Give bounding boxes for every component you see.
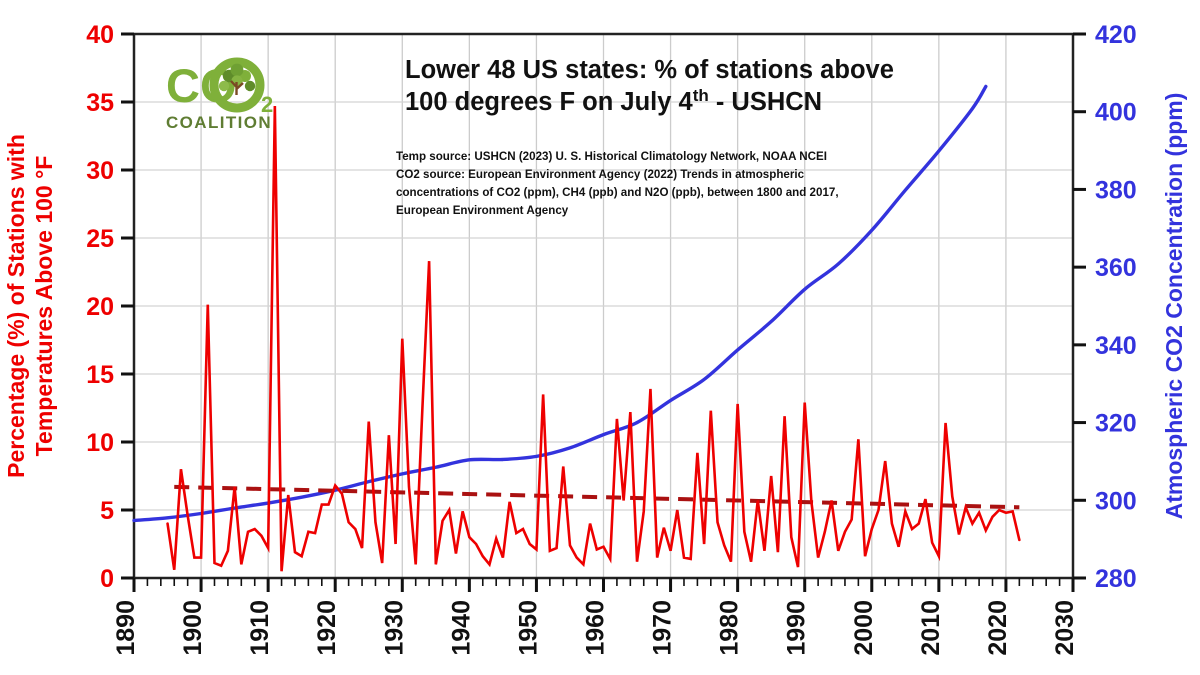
right-tick-label: 420 [1095,21,1137,49]
left-axis-title-line2: Temperatures Above 100 °F [31,156,57,457]
source-note-line2: CO2 source: European Environment Agency … [396,168,805,181]
x-tick-label: 1890 [112,600,140,656]
right-tick-label: 320 [1095,410,1137,438]
logo-subscript-2: 2 [261,92,273,117]
right-tick-label: 360 [1095,254,1137,282]
co2-concentration-line [132,84,988,523]
x-tick-label: 1920 [313,600,341,656]
x-tick-label: 1960 [582,600,610,656]
right-axis-ticks [1073,32,1086,580]
x-tick-label: 2000 [850,600,878,656]
percent-stations-line [166,106,1021,572]
x-tick-label: 2030 [1051,600,1079,656]
left-tick-label: 25 [86,225,114,253]
left-tick-label: 20 [86,293,114,321]
left-tick-label: 5 [100,497,114,525]
right-tick-label: 400 [1095,99,1137,127]
title-line2-post: - USHCN [709,88,822,116]
left-tick-label: 40 [86,21,114,49]
x-tick-label: 2010 [917,600,945,656]
right-tick-label: 280 [1095,565,1137,593]
left-axis-ticks [121,32,134,580]
logo-coalition-text: COALITION [166,113,272,132]
x-tick-label: 1990 [783,600,811,656]
right-axis-title: Atmospheric CO2 Concentration (ppm) [1161,93,1187,520]
x-tick-label: 1900 [179,600,207,656]
x-major-ticks [132,578,1075,592]
left-tick-label: 35 [86,89,114,117]
x-minor-ticks [146,578,1061,586]
x-tick-label: 1940 [447,600,475,656]
right-tick-label: 300 [1095,487,1137,515]
co2-coalition-logo: CO 2 COALITION [166,57,273,132]
source-note-line3: concentrations of CO2 (ppm), CH4 (ppb) a… [396,186,839,199]
left-tick-labels: 0 5 10 15 20 25 30 35 40 [86,21,114,593]
title-line2-pre: 100 degrees F on July 4 [405,88,694,116]
left-tick-label: 10 [86,429,114,457]
right-tick-label: 340 [1095,332,1137,360]
chart-title-line2: 100 degrees F on July 4th - USHCN [405,86,822,116]
right-tick-labels: 280 300 320 340 360 380 400 420 [1095,21,1137,593]
x-tick-label: 1950 [514,600,542,656]
left-tick-label: 0 [100,565,114,593]
x-tick-label: 1970 [649,600,677,656]
source-note-line4: European Environment Agency [396,204,569,217]
left-tick-label: 30 [86,157,114,185]
x-tick-label: 2020 [984,600,1012,656]
x-tick-label: 1930 [380,600,408,656]
left-axis-title-line1: Percentage (%) of Stations with [3,134,29,478]
gridlines [134,34,1073,578]
x-tick-labels: 1890 1900 1910 1920 1930 1940 1950 1960 1970 1980… [112,600,1079,656]
chart-title-line1: Lower 48 US states: % of stations above [405,56,894,84]
source-note-line1: Temp source: USHCN (2023) U. S. Historic… [396,150,827,163]
left-tick-label: 15 [86,361,114,389]
tree-icon [218,63,256,95]
right-tick-label: 380 [1095,176,1137,204]
title-superscript: th [693,86,709,105]
x-tick-label: 1910 [246,600,274,656]
logo-o-ring [209,57,265,113]
x-tick-label: 1980 [716,600,744,656]
